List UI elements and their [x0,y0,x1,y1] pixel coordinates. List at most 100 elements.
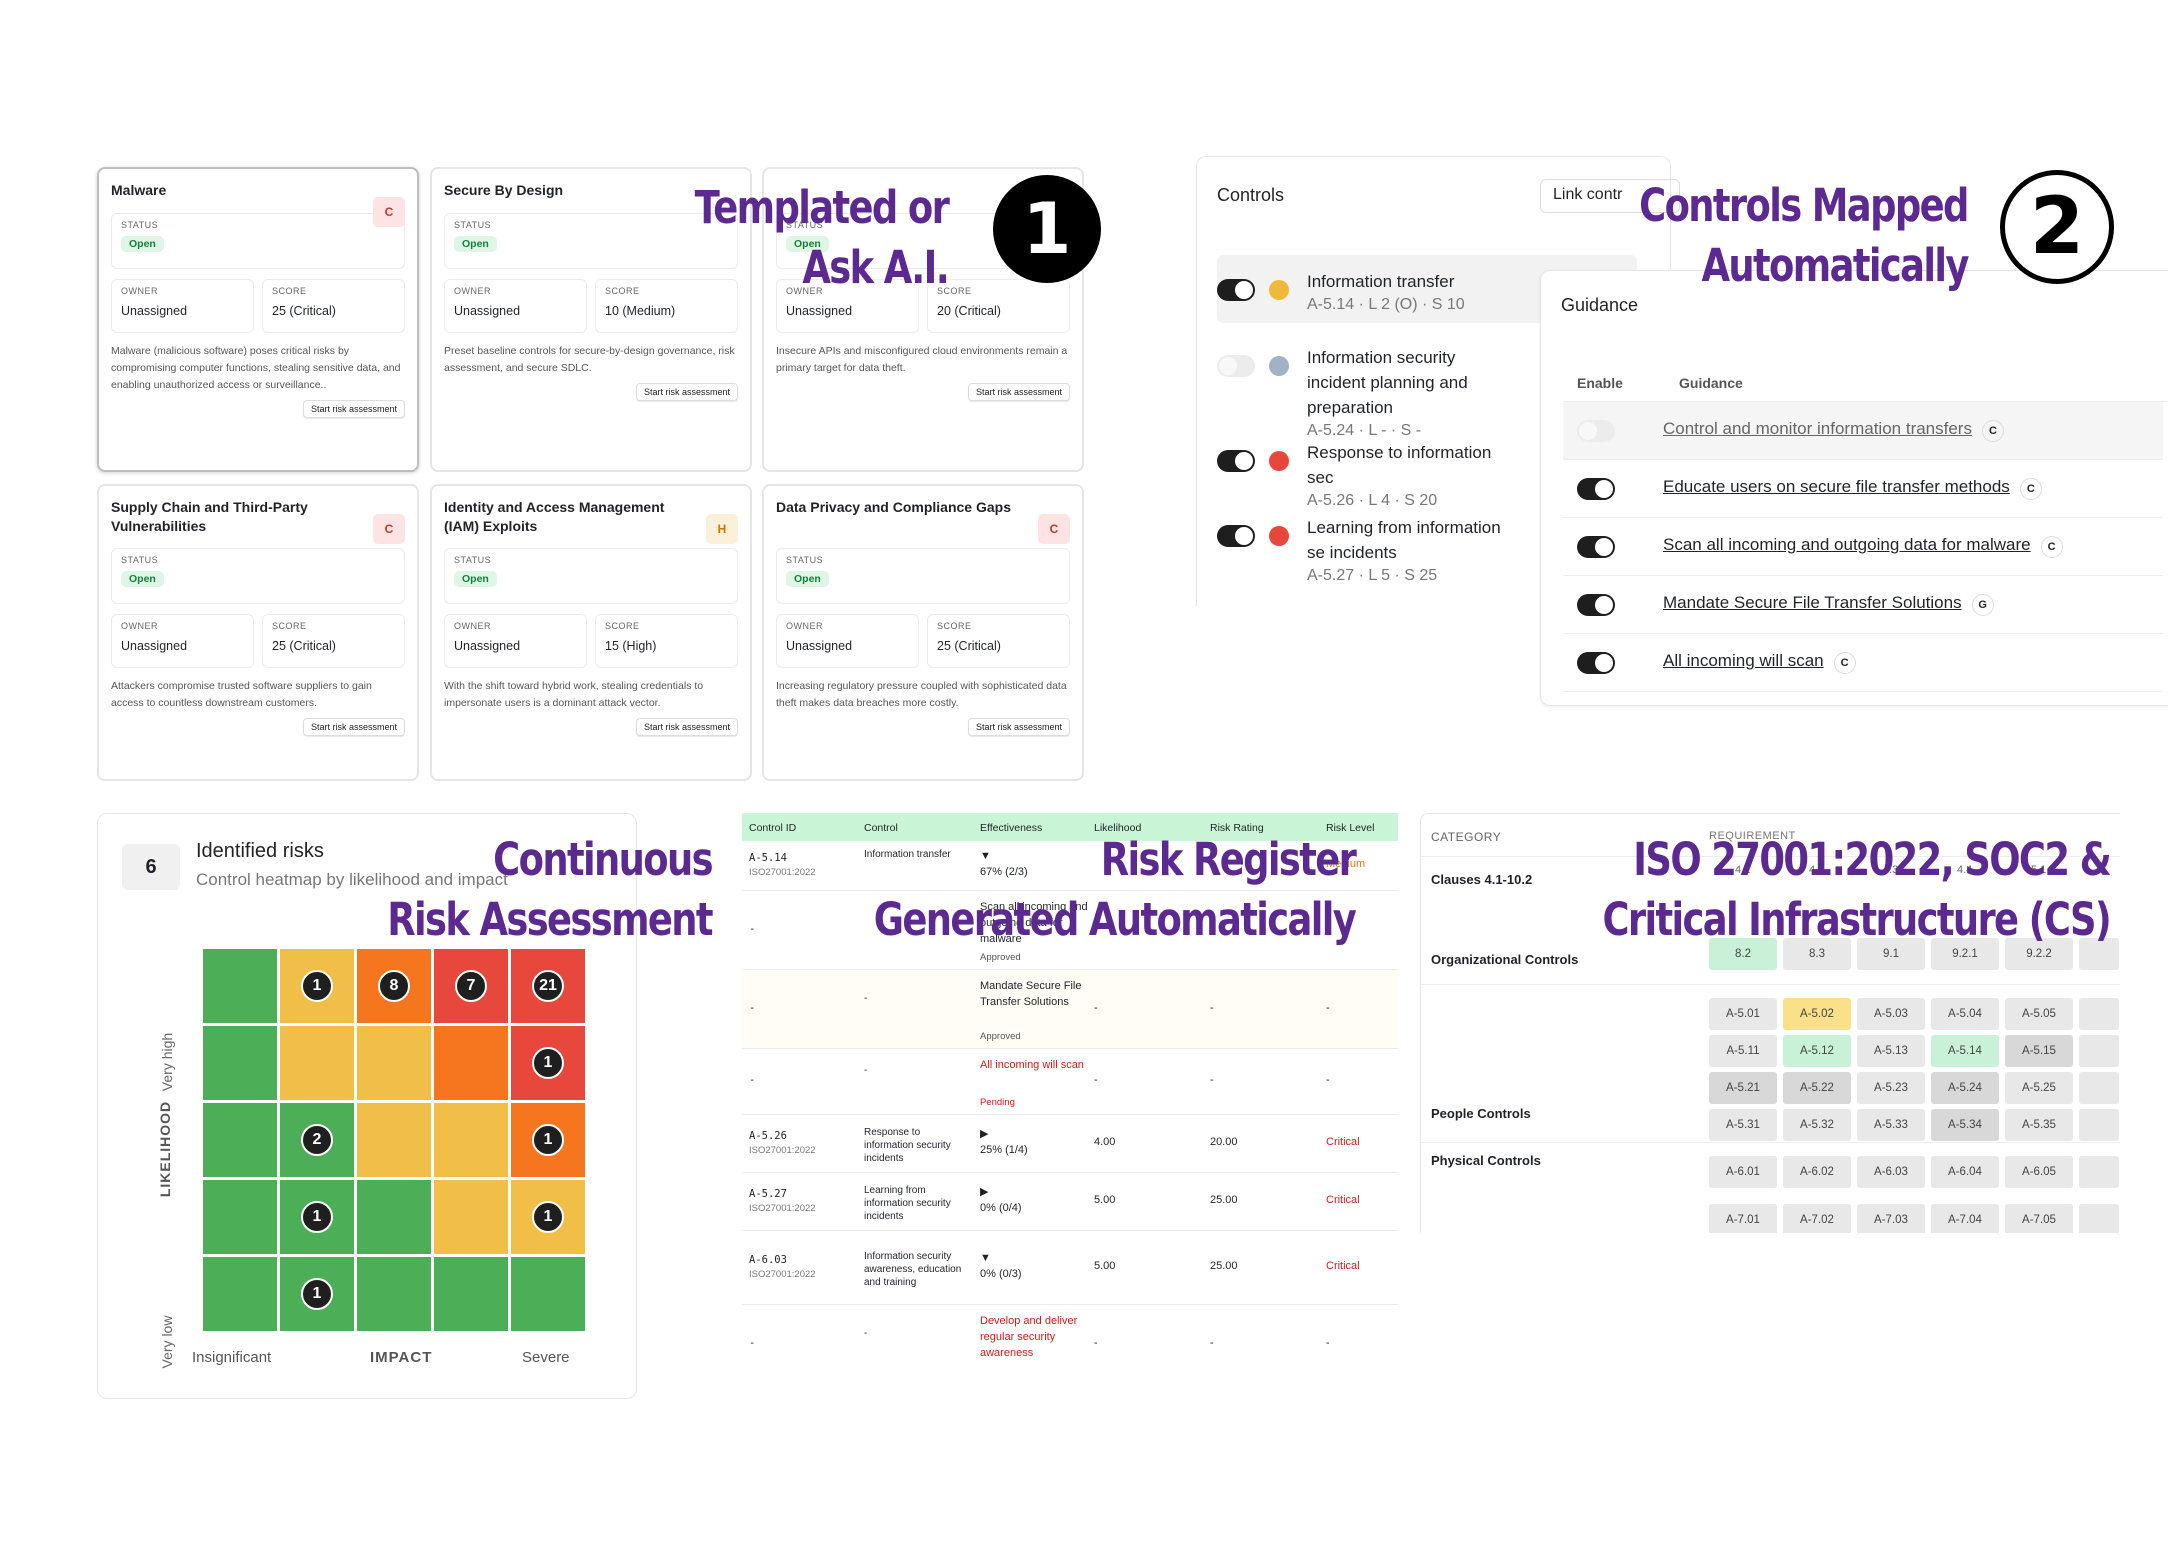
requirement-chip-overflow[interactable] [2079,1072,2119,1104]
requirement-chip[interactable]: A-7.05 [2005,1204,2073,1233]
requirement-chip[interactable]: A-6.02 [1783,1156,1851,1188]
guidance-link[interactable]: Control and monitor information transfer… [1663,419,1972,438]
heatmap-cell[interactable] [434,1180,508,1254]
heatmap-cell[interactable]: 8 [357,949,431,1023]
requirement-chip[interactable]: A-5.23 [1857,1072,1925,1104]
heatmap-cell[interactable] [357,1103,431,1177]
requirement-chip[interactable]: A-5.24 [1931,1072,1999,1104]
requirement-chip[interactable]: A-7.04 [1931,1204,1999,1233]
start-risk-assessment-button[interactable]: Start risk assessment [302,400,405,418]
start-risk-assessment-button[interactable]: Start risk assessment [967,383,1070,401]
risk-card[interactable]: STATUS Open OWNER Unassigned SCORE 20 (Critic… [762,167,1084,472]
register-row[interactable]: - - All incoming will scan Pending - - - [742,1049,1398,1115]
requirement-chip[interactable]: A-6.04 [1931,1156,1999,1188]
requirement-chip[interactable]: A-6.03 [1857,1156,1925,1188]
heatmap-cell[interactable] [434,1026,508,1100]
guidance-toggle[interactable] [1577,535,1615,558]
heatmap-cell[interactable]: 1 [511,1026,585,1100]
risk-card[interactable]: Secure By Design STATUS Open OWNER Unassigne… [430,167,752,472]
requirement-chip[interactable]: A-6.01 [1709,1156,1777,1188]
register-row[interactable]: A-5.27 ISO27001:2022 Learning from informa… [742,1173,1398,1231]
guidance-link[interactable]: Scan all incoming and outgoing data for … [1663,535,2031,554]
heatmap-cell[interactable]: 1 [511,1103,585,1177]
requirement-chip[interactable]: 9.2.2 [2005,938,2073,970]
heatmap-cell[interactable]: 2 [280,1103,354,1177]
control-item[interactable]: Information security incident planning a… [1217,345,1517,440]
risk-card[interactable]: Data Privacy and Compliance Gaps C STATUS O… [762,484,1084,781]
guidance-toggle[interactable] [1577,419,1615,442]
register-row[interactable]: - Scan all incoming and outgoing data for… [742,891,1398,970]
heatmap-cell[interactable] [203,1103,277,1177]
control-item[interactable]: Learning from information se incidents A-… [1217,515,1517,585]
requirement-chip[interactable]: A-5.13 [1857,1035,1925,1067]
risk-card[interactable]: Supply Chain and Third-Party Vulnerabili… [97,484,419,781]
requirement-chip[interactable]: A-5.32 [1783,1109,1851,1141]
requirement-chip[interactable]: A-5.25 [2005,1072,2073,1104]
heatmap-cell[interactable] [357,1180,431,1254]
requirement-chip[interactable]: A-5.22 [1783,1072,1851,1104]
control-item[interactable]: Information transfer A-5.14 · L 2 (O) · S… [1217,269,1517,314]
requirement-chip[interactable]: A-5.14 [1931,1035,1999,1067]
requirement-chip[interactable]: A-5.12 [1783,1035,1851,1067]
heatmap-cell[interactable]: 1 [280,1257,354,1331]
heatmap-cell[interactable] [203,949,277,1023]
heatmap-cell[interactable] [511,1257,585,1331]
requirement-chip[interactable]: A-5.21 [1709,1072,1777,1104]
register-row[interactable]: A-6.03 ISO27001:2022 Information security … [742,1231,1398,1305]
requirement-chip[interactable]: A-7.03 [1857,1204,1925,1233]
heatmap-cell[interactable] [203,1026,277,1100]
requirement-chip[interactable]: A-5.03 [1857,998,1925,1030]
heatmap-cell[interactable] [280,1026,354,1100]
heatmap-cell[interactable] [203,1257,277,1331]
requirement-chip[interactable]: A-7.01 [1709,1204,1777,1233]
requirement-chip-overflow[interactable] [2079,1204,2119,1233]
heatmap-cell[interactable] [357,1026,431,1100]
heatmap-cell[interactable]: 1 [280,949,354,1023]
guidance-toggle[interactable] [1577,651,1615,674]
heatmap-cell[interactable] [203,1180,277,1254]
control-toggle[interactable] [1217,279,1255,301]
control-item[interactable]: Response to information sec A-5.26 · L 4 … [1217,440,1517,510]
register-row[interactable]: - - Mandate Secure File Transfer Solutions… [742,970,1398,1049]
requirement-chip-overflow[interactable] [2079,998,2119,1030]
requirement-chip[interactable]: A-5.15 [2005,1035,2073,1067]
guidance-toggle[interactable] [1577,477,1615,500]
start-risk-assessment-button[interactable]: Start risk assessment [967,718,1070,736]
expand-icon[interactable]: ▶ [980,1186,989,1198]
requirement-chip-overflow[interactable] [2079,1109,2119,1141]
requirement-chip[interactable]: A-5.04 [1931,998,1999,1030]
risk-card[interactable]: Identity and Access Management (IAM) Exp… [430,484,752,781]
requirement-chip[interactable]: A-5.34 [1931,1109,1999,1141]
heatmap-cell[interactable] [357,1257,431,1331]
requirement-chip-overflow[interactable] [2079,1035,2119,1067]
guidance-link[interactable]: Educate users on secure file transfer me… [1663,477,2010,496]
guidance-link[interactable]: All incoming will scan [1663,651,1824,670]
requirement-chip[interactable]: A-5.31 [1709,1109,1777,1141]
heatmap-cell[interactable]: 21 [511,949,585,1023]
start-risk-assessment-button[interactable]: Start risk assessment [302,718,405,736]
requirement-chip[interactable]: A-7.02 [1783,1204,1851,1233]
requirement-chip[interactable]: A-5.01 [1709,998,1777,1030]
requirement-chip[interactable]: A-5.11 [1709,1035,1777,1067]
requirement-chip[interactable]: 8.2 [1709,938,1777,970]
expand-icon[interactable]: ▼ [980,850,991,862]
heatmap-cell[interactable]: 1 [280,1180,354,1254]
guidance-toggle[interactable] [1577,593,1615,616]
requirement-chip[interactable]: A-6.05 [2005,1156,2073,1188]
requirement-chip[interactable]: 9.2.1 [1931,938,1999,970]
start-risk-assessment-button[interactable]: Start risk assessment [635,718,738,736]
expand-icon[interactable]: ▼ [980,1252,991,1264]
requirement-chip-overflow[interactable] [2079,1156,2119,1188]
requirement-chip[interactable]: A-5.02 [1783,998,1851,1030]
heatmap-cell[interactable]: 7 [434,949,508,1023]
control-toggle[interactable] [1217,355,1255,377]
heatmap-cell[interactable]: 1 [511,1180,585,1254]
guidance-link[interactable]: Mandate Secure File Transfer Solutions [1663,593,1962,612]
expand-icon[interactable]: ▶ [980,1128,989,1140]
heatmap-cell[interactable] [434,1103,508,1177]
start-risk-assessment-button[interactable]: Start risk assessment [635,383,738,401]
requirement-chip[interactable]: A-5.35 [2005,1109,2073,1141]
link-controls-button[interactable]: Link contr [1540,179,1680,213]
requirement-chip-overflow[interactable] [2079,938,2119,970]
requirement-chip[interactable]: A-5.33 [1857,1109,1925,1141]
